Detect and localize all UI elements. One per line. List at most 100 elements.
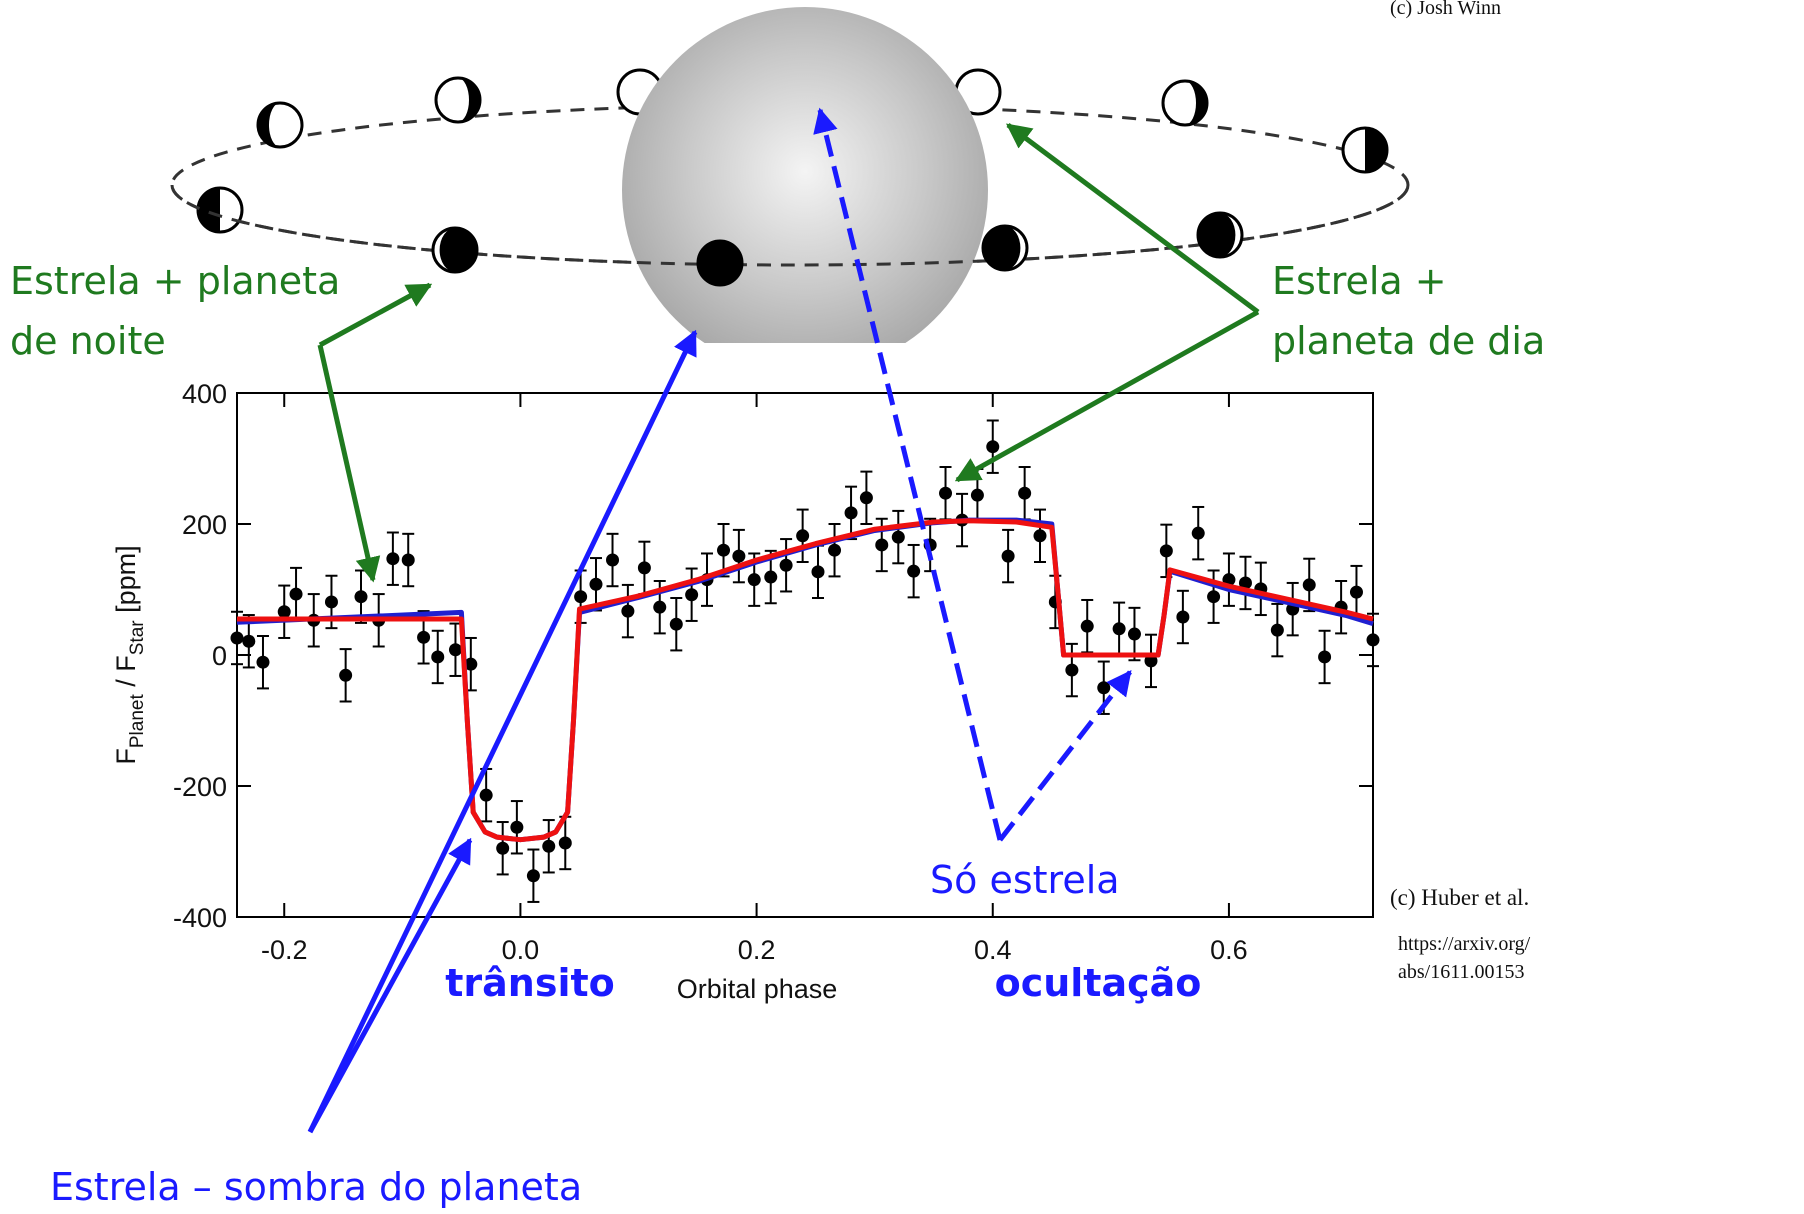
data-point (621, 604, 635, 618)
data-point (1097, 681, 1111, 695)
data-point (986, 440, 1000, 454)
planet-shade (439, 228, 477, 272)
planet-shade (1185, 81, 1207, 125)
x-tick-label: 0.6 (1210, 935, 1248, 965)
data-point (256, 655, 270, 669)
data-point (574, 590, 588, 604)
data-point (339, 668, 353, 682)
data-point (653, 600, 667, 614)
data-point (844, 506, 858, 520)
annotation: de noite (10, 319, 166, 363)
data-point (431, 650, 445, 664)
data-point (526, 869, 540, 883)
y-label-sub: Star (127, 620, 148, 656)
data-point (354, 590, 368, 604)
x-tick-label: -0.2 (261, 935, 308, 965)
arrow (317, 344, 381, 583)
y-tick-label: -400 (173, 903, 227, 933)
y-label-sub: Planet (127, 694, 148, 749)
planet-shade (258, 103, 280, 147)
arrow (307, 837, 473, 1134)
data-point (386, 552, 400, 566)
data-point (1238, 576, 1252, 590)
data-point (606, 553, 620, 567)
y-tick-label: 200 (182, 510, 227, 540)
x-tick-label: 0.4 (974, 935, 1012, 965)
diagram-credit: (c) Josh Winn (1390, 0, 1501, 19)
data-point (970, 488, 984, 502)
data-point (747, 573, 761, 587)
data-point (417, 630, 431, 644)
data-point (1302, 578, 1316, 592)
data-point (1065, 663, 1079, 677)
x-tick-label: 0.0 (502, 935, 540, 965)
annotation: trânsito (445, 961, 615, 1005)
orbit-front-arc (170, 184, 1410, 267)
arrow (998, 670, 1132, 842)
arrow (813, 107, 1003, 841)
data-point (717, 543, 731, 557)
arrow (307, 329, 698, 1134)
data-point (1349, 585, 1363, 599)
plot: -0.2 0.0 0.2 0.4 0.6 -400 -200 0 200 400 (173, 379, 1380, 965)
arrows (307, 107, 1260, 1134)
planet-shade (1365, 128, 1387, 172)
data-point (542, 839, 556, 853)
annotation: Estrela – sombra do planeta (50, 1165, 582, 1209)
data-point (828, 543, 842, 557)
annotation: ocultação (995, 961, 1202, 1005)
orbit-front (170, 184, 1410, 287)
x-tick-label: 0.2 (738, 935, 776, 965)
model-line (237, 518, 1374, 843)
data-point (1366, 633, 1380, 647)
data-point (779, 558, 793, 572)
data-point (1112, 622, 1126, 636)
data-point (907, 564, 921, 578)
data-point (558, 836, 572, 850)
planet-shade (198, 188, 220, 232)
data-point (589, 577, 603, 591)
data-point (1018, 486, 1032, 500)
y-tick-label: 0 (212, 641, 227, 671)
planet-shade (458, 78, 480, 122)
data-point (324, 595, 338, 609)
annotation: Só estrela (930, 858, 1120, 902)
data-point (1176, 610, 1190, 624)
data-point (764, 570, 778, 584)
data-point (732, 549, 746, 563)
data-point (1080, 619, 1094, 633)
y-axis-label: FPlanet / FStar [ppm] (111, 545, 148, 764)
arrow (318, 282, 433, 348)
data-point (1144, 654, 1158, 668)
credit: (c) Huber et al. (1390, 885, 1529, 910)
annotation: planeta de dia (1272, 319, 1545, 363)
data-point (1270, 623, 1284, 637)
data-point (289, 587, 303, 601)
x-axis-label: Orbital phase (677, 974, 838, 1004)
data-point (277, 605, 291, 619)
url: https://arxiv.org/ (1398, 933, 1531, 955)
data-point (891, 530, 905, 544)
y-label-part: [ppm] (111, 545, 141, 620)
data-point (496, 841, 510, 855)
data-point (685, 588, 699, 602)
data-point (939, 486, 953, 500)
data-point (1033, 529, 1047, 543)
y-tick-label: -200 (173, 772, 227, 802)
data-point (448, 643, 462, 657)
data-point (230, 631, 244, 645)
y-label-part: / F (111, 655, 141, 694)
data-point (242, 634, 256, 648)
plot-frame (236, 392, 1374, 918)
data-point (479, 788, 493, 802)
arrow (1005, 122, 1260, 315)
data-point (637, 561, 651, 575)
data-point (669, 617, 683, 631)
star (622, 7, 988, 343)
data-point (1318, 650, 1332, 664)
data-point (1001, 549, 1015, 563)
annotation: Estrela + (1272, 259, 1447, 303)
data-point (464, 657, 478, 671)
